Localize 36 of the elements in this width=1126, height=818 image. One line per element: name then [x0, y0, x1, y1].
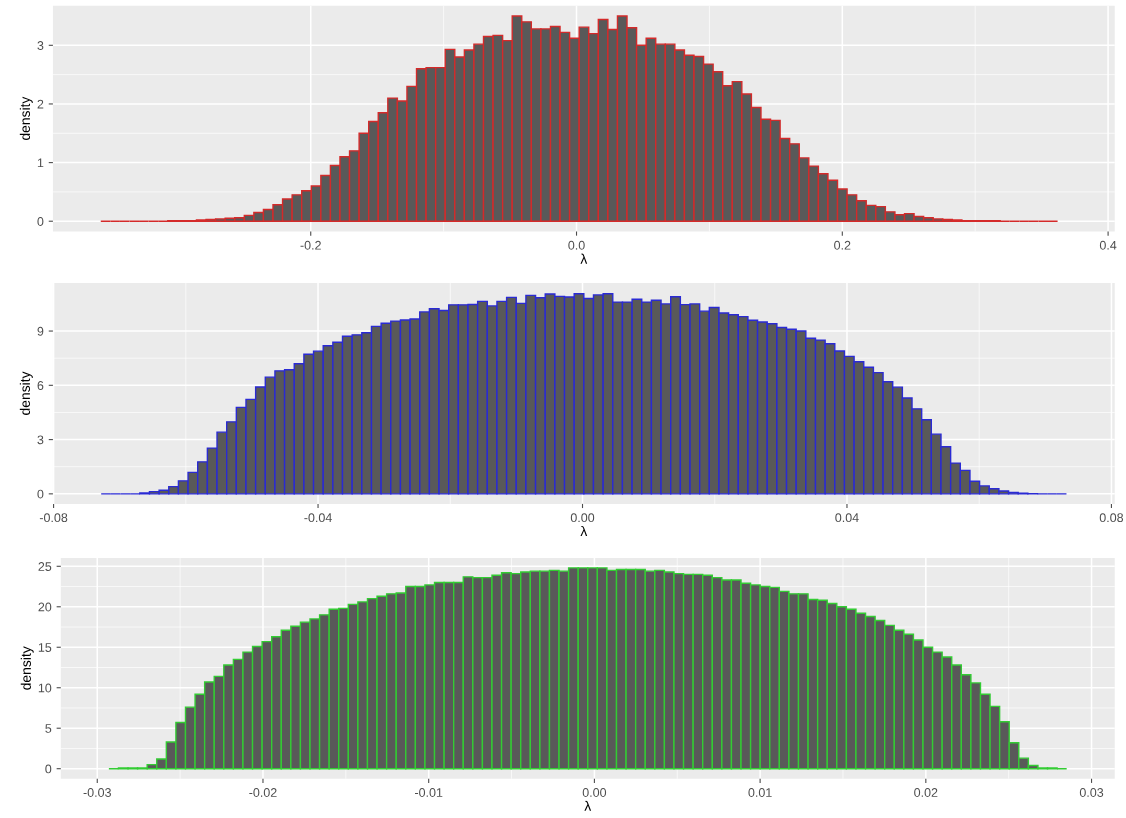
y-tick-label: 3 [37, 41, 44, 50]
y-tick-label: 0 [37, 489, 44, 499]
x-tick-label: -0.2 [300, 240, 321, 250]
x-tick-label: 0.4 [1099, 240, 1117, 250]
x-tick-label: 0.00 [582, 788, 607, 797]
x-tick-label: 0.01 [748, 788, 772, 797]
y-axis-title: density [20, 646, 34, 690]
y-tick-label: 1 [37, 158, 44, 168]
y-tick-label: 0 [37, 217, 44, 226]
y-tick-label: 20 [38, 602, 52, 612]
y-tick-label: 25 [38, 562, 52, 571]
x-axis-title: λ [580, 253, 588, 264]
x-tick-label: 0.08 [1099, 513, 1124, 523]
y-tick-label: 2 [37, 99, 44, 109]
x-tick-label: -0.08 [39, 513, 68, 523]
y-tick-label: 15 [38, 643, 52, 652]
x-axis-title: λ [580, 525, 588, 537]
y-tick-label: 6 [37, 381, 44, 390]
y-tick-label: 3 [37, 435, 44, 445]
x-tick-label: -0.03 [83, 788, 111, 797]
x-tick-label: 0.2 [834, 240, 851, 250]
x-tick-label: 0.0 [568, 240, 585, 250]
x-tick-label: -0.02 [249, 788, 277, 797]
x-tick-label: 0.03 [1079, 788, 1104, 797]
y-tick-label: 0 [45, 764, 52, 774]
y-tick-label: 5 [45, 724, 52, 733]
x-tick-label: -0.04 [304, 513, 332, 523]
x-tick-label: 0.02 [914, 788, 938, 797]
x-axis-title: λ [584, 800, 592, 811]
y-axis-title: density [19, 371, 33, 415]
y-tick-label: 9 [37, 326, 44, 336]
y-tick-label: 10 [38, 683, 52, 693]
x-tick-label: 0.04 [835, 513, 859, 523]
y-axis-title: density [19, 96, 33, 141]
x-tick-label: -0.01 [415, 788, 443, 797]
x-tick-label: 0.00 [570, 513, 595, 523]
